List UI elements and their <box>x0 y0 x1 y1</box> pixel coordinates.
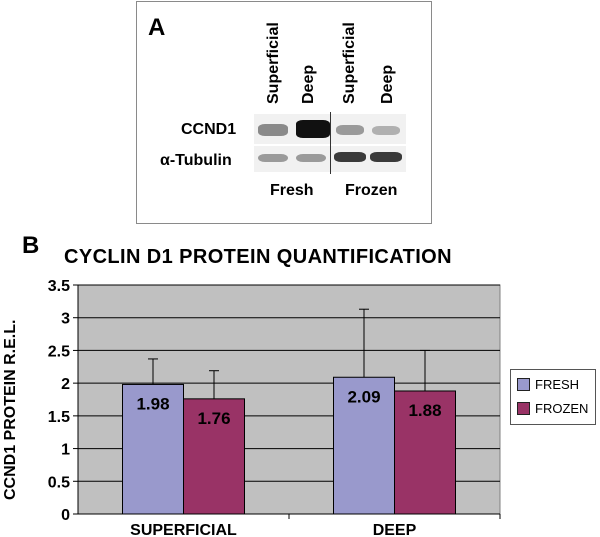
group-label-frozen: Frozen <box>345 182 398 199</box>
data-label-frozen-superficial: 1.76 <box>197 409 230 428</box>
panel-b-letter: B <box>22 232 40 259</box>
y-tick-label-1: 0.5 <box>48 474 70 491</box>
y-tick-label-5: 2.5 <box>48 343 70 360</box>
x-category-label-0: SUPERFICIAL <box>130 522 237 537</box>
band-ccnd1-fresh-superficial <box>258 124 288 136</box>
row-label-ccnd1: CCND1 <box>181 121 237 138</box>
y-tick-label-3: 1.5 <box>48 409 70 426</box>
data-label-fresh-superficial: 1.98 <box>136 394 169 413</box>
bar-frozen-deep <box>394 390 456 515</box>
legend-item-frozen: FROZEN <box>517 401 588 416</box>
x-category-label-1: DEEP <box>373 522 417 537</box>
y-tick-label-0: 0 <box>61 507 70 524</box>
bar-fresh-deep <box>333 376 395 515</box>
panel-a-letter: A <box>148 14 166 41</box>
chart-title: CYCLIN D1 PROTEIN QUANTIFICATION <box>64 246 452 268</box>
group-label-fresh: Fresh <box>270 182 314 199</box>
blot-divider <box>330 112 331 174</box>
y-tick-label-2: 1 <box>61 442 70 459</box>
bar-fresh-superficial <box>122 383 184 515</box>
y-tick-label-6: 3 <box>61 311 70 328</box>
data-label-fresh-deep: 2.09 <box>347 387 380 406</box>
panel-a-blot <box>136 1 432 224</box>
legend-swatch-frozen <box>517 402 530 415</box>
legend-swatch-fresh <box>517 378 530 391</box>
row-label-tubulin: α-Tubulin <box>160 152 232 169</box>
band-tubulin-fresh-superficial <box>258 154 288 162</box>
legend-item-fresh: FRESH <box>517 377 579 392</box>
band-ccnd1-frozen-superficial <box>336 125 364 135</box>
legend: FRESH FROZEN <box>510 369 596 425</box>
band-tubulin-frozen-deep <box>370 152 402 162</box>
band-tubulin-fresh-deep <box>296 154 326 162</box>
legend-label-frozen: FROZEN <box>535 401 589 416</box>
bar-frozen-superficial <box>183 398 245 515</box>
legend-label-fresh: FRESH <box>535 377 580 392</box>
band-ccnd1-frozen-deep <box>372 126 400 135</box>
y-tick-label-7: 3.5 <box>48 278 70 295</box>
band-tubulin-frozen-superficial <box>334 152 366 162</box>
y-tick-label-4: 2 <box>61 376 70 393</box>
data-label-frozen-deep: 1.88 <box>408 401 441 420</box>
band-ccnd1-fresh-deep <box>296 120 330 138</box>
